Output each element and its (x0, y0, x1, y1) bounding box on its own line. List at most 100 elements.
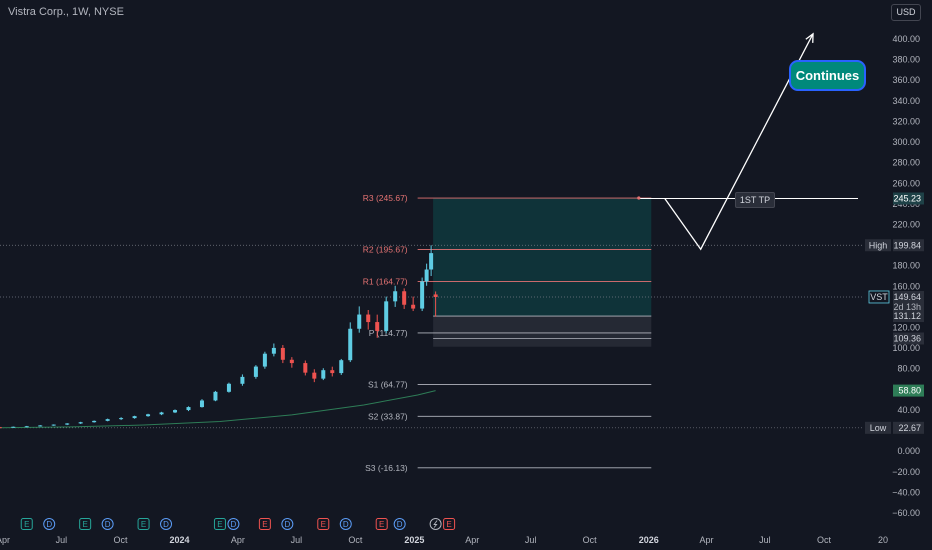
candle-body[interactable] (375, 322, 380, 331)
candle-body[interactable] (420, 281, 425, 309)
candle[interactable] (51, 424, 56, 426)
candle-body[interactable] (321, 370, 326, 379)
candle[interactable] (0, 426, 2, 429)
earnings-marker[interactable] (137, 518, 150, 530)
event-marker[interactable]: D (43, 518, 56, 530)
candle[interactable] (119, 417, 124, 421)
candle[interactable] (312, 369, 317, 383)
candle[interactable] (240, 374, 245, 386)
price-tag[interactable]: 109.36 (893, 332, 924, 345)
candle[interactable] (38, 425, 43, 427)
candle-body[interactable] (240, 376, 245, 384)
candle-body[interactable] (429, 253, 434, 270)
candle-body[interactable] (330, 370, 335, 374)
candle[interactable] (146, 413, 151, 417)
candle-body[interactable] (402, 291, 407, 305)
candle[interactable] (105, 418, 110, 422)
candle-body[interactable] (146, 414, 151, 417)
candle[interactable] (384, 296, 389, 334)
candle[interactable] (271, 343, 276, 357)
event-marker[interactable]: E (137, 518, 150, 530)
candle[interactable] (132, 415, 137, 419)
earnings-marker[interactable] (213, 518, 226, 530)
event-marker[interactable]: E (258, 518, 271, 530)
earnings-marker[interactable] (258, 518, 271, 530)
event-marker[interactable]: E (317, 518, 330, 530)
candle-body[interactable] (11, 426, 16, 428)
candle-body[interactable] (132, 416, 137, 419)
earnings-marker[interactable] (79, 518, 92, 530)
candle-body[interactable] (411, 304, 416, 309)
candle-body[interactable] (159, 412, 164, 415)
candle[interactable] (280, 345, 285, 364)
candle[interactable] (330, 366, 335, 377)
candle-body[interactable] (38, 425, 43, 427)
event-marker[interactable]: D (227, 518, 240, 530)
candle-body[interactable] (0, 427, 2, 429)
candle[interactable] (24, 425, 29, 428)
event-marker[interactable]: E (375, 518, 388, 530)
event-marker[interactable] (429, 518, 442, 530)
candle[interactable] (11, 426, 16, 428)
candle-body[interactable] (92, 420, 97, 423)
candle-body[interactable] (186, 407, 191, 411)
event-marker[interactable]: E (79, 518, 92, 530)
candle-body[interactable] (366, 314, 371, 323)
dividend-marker[interactable] (227, 518, 240, 530)
candle-body[interactable] (357, 314, 362, 329)
candle[interactable] (357, 306, 362, 333)
candle[interactable] (173, 409, 178, 414)
candle-body[interactable] (51, 424, 56, 426)
candle[interactable] (433, 291, 438, 317)
candle[interactable] (253, 365, 258, 379)
candle[interactable] (321, 368, 326, 381)
earnings-marker[interactable] (20, 518, 33, 530)
candle-body[interactable] (78, 422, 83, 424)
candle[interactable] (262, 351, 267, 369)
candle-body[interactable] (384, 301, 389, 331)
candle-body[interactable] (199, 400, 204, 408)
event-marker[interactable]: D (339, 518, 352, 530)
event-marker[interactable]: D (160, 518, 173, 530)
candle[interactable] (420, 277, 425, 312)
candle[interactable] (348, 322, 353, 363)
candle[interactable] (92, 420, 97, 423)
time-axis[interactable]: Apr Jul Oct 2024 Apr Jul Oct 2025 Apr Jul Oct 2026 A… (0, 535, 888, 545)
candle-body[interactable] (213, 391, 218, 401)
candle[interactable] (424, 263, 429, 286)
dividend-marker[interactable] (101, 518, 114, 530)
dividend-marker[interactable] (43, 518, 56, 530)
first-tp-label[interactable]: 1ST TP (735, 192, 775, 208)
event-marker[interactable]: E (443, 518, 456, 530)
price-tag[interactable]: High 199.84 (865, 239, 924, 252)
candle-body[interactable] (119, 418, 124, 420)
candle[interactable] (366, 310, 371, 330)
candle-body[interactable] (24, 426, 29, 428)
candle-body[interactable] (303, 363, 308, 373)
event-marker[interactable]: D (101, 518, 114, 530)
price-tag[interactable]: Low 22.67 (865, 421, 924, 434)
candle-body[interactable] (280, 347, 285, 360)
candle[interactable] (78, 421, 83, 424)
event-marker[interactable]: E (213, 518, 226, 530)
candle-body[interactable] (65, 423, 70, 425)
candle[interactable] (65, 423, 70, 426)
dividend-marker[interactable] (393, 518, 406, 530)
candle[interactable] (186, 406, 191, 412)
candle-body[interactable] (253, 366, 258, 377)
candle-body[interactable] (424, 269, 429, 282)
continues-callout[interactable]: Continues (789, 60, 866, 91)
earnings-marker[interactable] (443, 518, 456, 530)
candle[interactable] (199, 399, 204, 408)
price-tag[interactable]: 58.80 (893, 384, 924, 397)
candle-body[interactable] (271, 347, 276, 354)
candle-body[interactable] (393, 291, 398, 302)
candle-body[interactable] (105, 419, 110, 421)
candle-body[interactable] (433, 294, 438, 297)
candle[interactable] (289, 357, 294, 368)
price-axis[interactable]: −60.00−40.00−20.000.00020.0040.0060.0080… (865, 34, 924, 518)
event-marker[interactable]: D (281, 518, 294, 530)
